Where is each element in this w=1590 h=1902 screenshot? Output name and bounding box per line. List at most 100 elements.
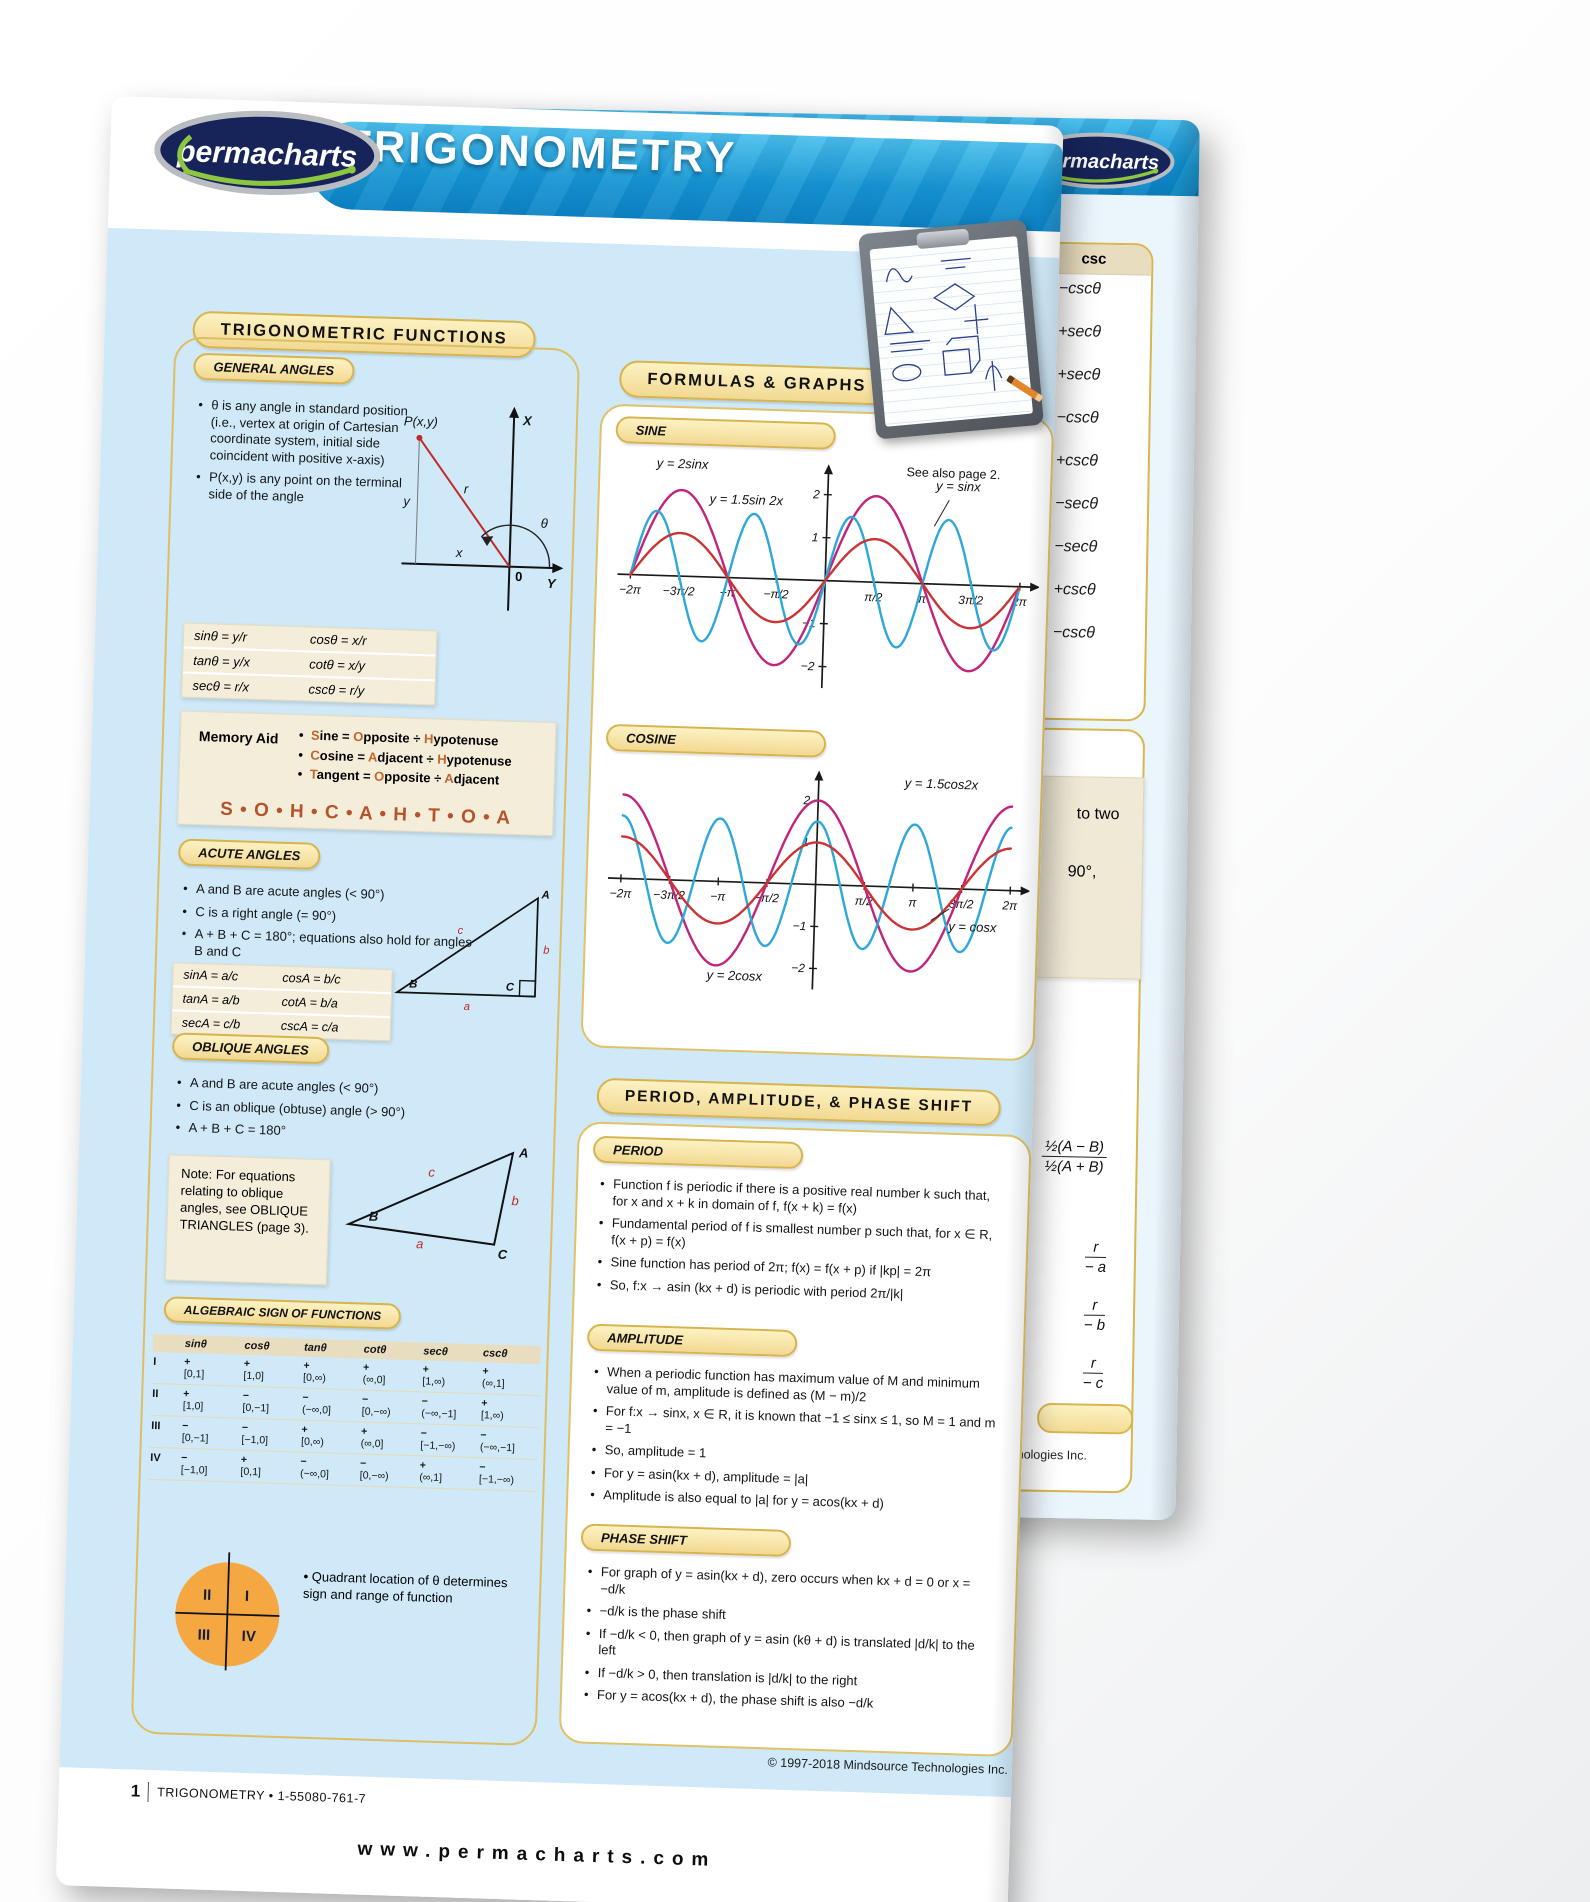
r-numerator: r xyxy=(1083,1296,1106,1316)
list-item: −secθ xyxy=(1054,537,1098,556)
clipboard-illustration xyxy=(858,219,1045,440)
x-tick-label: π xyxy=(918,592,927,606)
x-tick-label: −π/2 xyxy=(763,587,789,602)
svg-text:r: r xyxy=(464,481,469,496)
general-angles-label: GENERAL ANGLES xyxy=(213,359,335,379)
list-item: +cscθ xyxy=(1055,451,1099,470)
y-tick-label: 1 xyxy=(802,835,809,849)
sign-table-cell: + (∞,0] xyxy=(360,1358,422,1392)
front-page-sheet: TRIGONOMETRY permacharts xyxy=(55,96,1064,1902)
list-item: +cscθ xyxy=(1053,580,1096,599)
sign-table-cell: + (∞,1] xyxy=(417,1455,478,1490)
y-axis-arrow xyxy=(823,464,833,475)
list-item-segment: ypotenuse xyxy=(433,731,499,749)
sign-table-cell: − (−∞,−1] xyxy=(477,1425,539,1460)
svg-text:0: 0 xyxy=(515,569,523,584)
list-item-segment: ine = xyxy=(319,727,354,744)
list-item: +secθ xyxy=(1057,365,1101,384)
standard-position-angle-diagram: X Y 0 P(x,y) r y x θ xyxy=(401,406,564,611)
footer-code-line: 1 TRIGONOMETRY • 1-55080-761-7 xyxy=(130,1781,366,1808)
list-item: Fundamental period of f is smallest numb… xyxy=(598,1215,1007,1261)
svg-text:Y: Y xyxy=(547,576,557,591)
formulas-graphs-title-text: FORMULAS & GRAPHS xyxy=(647,369,867,395)
fraction-numerator: ½(A − B) xyxy=(1041,1137,1108,1158)
b-denominator: − b xyxy=(1083,1316,1106,1334)
list-item-segment: cscθ = r/y xyxy=(308,681,365,699)
quadrant-circle-diagram: II I III IV xyxy=(175,1552,280,1671)
svg-text:B: B xyxy=(369,1209,379,1224)
c-denominator: − c xyxy=(1082,1374,1104,1392)
r-numerator: r xyxy=(1082,1354,1104,1374)
list-item-segment: cosθ = x/r xyxy=(309,631,367,649)
sign-table-cell: + [0,∞) xyxy=(298,1420,360,1454)
y-tick-label: 2 xyxy=(802,793,810,807)
period-label: PERIOD xyxy=(612,1142,664,1159)
list-item-segment: djacent xyxy=(453,771,500,788)
phase-shift-label: PHASE SHIFT xyxy=(600,1530,688,1548)
sign-table-column-header: cotθ xyxy=(361,1340,422,1361)
curve-label-sinx: y = sinx xyxy=(935,478,981,495)
list-item: If −d/k < 0, then graph of y = asin (kθ … xyxy=(585,1625,994,1671)
quadrant-header: II xyxy=(150,1383,182,1417)
r-over-a-fraction: r − a xyxy=(1084,1238,1107,1276)
r-over-c-fraction: r − c xyxy=(1082,1354,1104,1392)
footer-isbn-code: TRIGONOMETRY • 1-55080-761-7 xyxy=(156,1785,367,1806)
r-numerator: r xyxy=(1084,1238,1107,1258)
list-item-segment: sinθ = y/r xyxy=(193,627,248,645)
curve-label-2cosx: y = 2cosx xyxy=(706,967,763,984)
curve-cos xyxy=(622,793,1014,973)
list-item-segment: secA = c/b xyxy=(181,1015,241,1032)
y-tick-label: 2 xyxy=(812,487,820,501)
period-bullets: Function f is periodic if there is a pos… xyxy=(596,1176,1008,1312)
x-tick-label: −π xyxy=(710,889,726,903)
list-item-segment: pposite ÷ xyxy=(363,729,425,747)
svg-text:θ: θ xyxy=(541,516,549,531)
svg-text:IV: IV xyxy=(241,1628,256,1645)
permacharts-logo: permacharts xyxy=(154,110,381,196)
sign-table-container: sinθ cosθ tanθ cotθ secθ cscθ I + [0,1] + [1,0] + [0… xyxy=(148,1333,541,1492)
list-item-segment: osine = xyxy=(319,747,369,764)
sign-table-cell: + [1,0] xyxy=(241,1354,302,1389)
curve-label-1-5cos2x: y = 1.5cos2x xyxy=(904,775,979,793)
list-item-segment: secθ = r/x xyxy=(192,677,250,695)
algebraic-sign-table: sinθ cosθ tanθ cotθ secθ cscθ I + [0,1] + [1,0] + [0… xyxy=(148,1333,541,1492)
sign-table-cell: + [0,1] xyxy=(181,1352,243,1387)
x-tick-label: −2π xyxy=(619,582,642,597)
memory-aid-items: Sine = Opposite ÷ HypotenuseCosine = Adj… xyxy=(297,725,512,790)
svg-text:c: c xyxy=(457,925,463,937)
svg-text:c: c xyxy=(428,1164,435,1179)
x-tick-label: π xyxy=(908,895,917,909)
x-tick-label: 3π/2 xyxy=(958,593,983,608)
sign-table-cell: − [0,−∞) xyxy=(359,1389,421,1424)
list-item: C is an oblique (obtuse) angle (> 90°) xyxy=(176,1097,506,1124)
list-item-segment: ypotenuse xyxy=(446,751,512,769)
sign-table-cell: − (−∞,−1] xyxy=(419,1391,480,1426)
sign-table-cell: − [−1,−∞) xyxy=(476,1457,538,1492)
svg-text:A: A xyxy=(518,1145,529,1160)
sign-table-cell: + (∞,0] xyxy=(358,1421,420,1456)
sign-table-cell: + [1,∞) xyxy=(478,1393,540,1428)
brand-text: permacharts xyxy=(176,135,358,174)
list-item: θ is any angle in standard position (i.e… xyxy=(197,397,411,470)
footer-divider xyxy=(147,1781,150,1803)
quadrant-header: IV xyxy=(148,1447,180,1481)
sign-table-cell: − [0,−1] xyxy=(240,1386,301,1421)
list-item-segment: cscA = c/a xyxy=(280,1018,339,1035)
page-number: 1 xyxy=(130,1781,141,1801)
svg-text:b: b xyxy=(543,945,550,957)
list-item-segment: tanθ = y/x xyxy=(193,652,251,670)
list-item-segment: angent = xyxy=(316,766,375,784)
list-item: −secθ xyxy=(1055,494,1099,513)
x-tick-label: 2π xyxy=(1001,898,1018,913)
right-triangle-diagram: A B C c b a xyxy=(394,889,550,1013)
list-item: For f:x → sinx, x ∈ R, it is known that … xyxy=(592,1403,1001,1449)
sine-label: SINE xyxy=(635,422,667,439)
sign-table-cell: − [0,−∞) xyxy=(357,1453,419,1488)
svg-text:A: A xyxy=(540,889,549,901)
memory-aid-label: Memory Aid xyxy=(198,728,279,747)
list-item-segment: cosA = b/c xyxy=(282,970,341,987)
general-angles-pill: GENERAL ANGLES xyxy=(193,352,355,385)
oblique-note-box: Note: For equations relating to oblique … xyxy=(164,1154,331,1286)
sign-table-column-header: cscθ xyxy=(480,1344,541,1365)
